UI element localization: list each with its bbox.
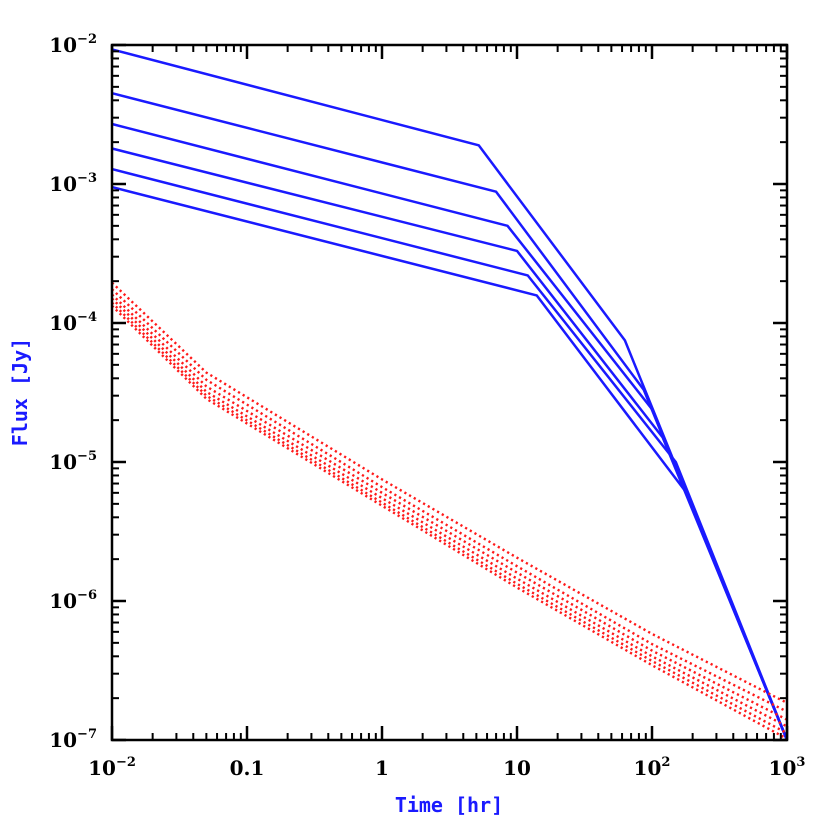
y-tick-label: 10−2 bbox=[49, 32, 97, 57]
x-tick-label: 1 bbox=[375, 756, 389, 780]
solid-curve-6 bbox=[111, 185, 789, 741]
x-tick-label: 103 bbox=[769, 755, 806, 780]
x-tick-label: 102 bbox=[634, 755, 671, 780]
solid-curve-2 bbox=[111, 91, 789, 741]
dotted-curve-11 bbox=[111, 301, 788, 735]
x-tick-label: 10−2 bbox=[88, 755, 136, 780]
solid-curve-5 bbox=[111, 167, 789, 741]
y-tick-label: 10−3 bbox=[49, 171, 97, 196]
y-tick-label: 10−7 bbox=[49, 727, 97, 752]
y-tick-label: 10−5 bbox=[49, 449, 97, 474]
solid-curve-1 bbox=[111, 48, 789, 741]
x-tick-label: 0.1 bbox=[230, 756, 265, 780]
dotted-curve-12 bbox=[111, 304, 788, 740]
y-tick-label: 10−6 bbox=[49, 588, 97, 613]
x-axis-title: Time [hr] bbox=[395, 793, 503, 817]
solid-curve-4 bbox=[111, 147, 789, 741]
tick-labels: 10−2 0.1 1 10 102 103 10−7 10−6 10−5 10−4 10−3 10−2 bbox=[49, 32, 805, 780]
dotted-curve-8 bbox=[111, 288, 788, 713]
series-layer bbox=[111, 48, 789, 741]
solid-curve-3 bbox=[111, 122, 789, 741]
dotted-curve-7 bbox=[111, 281, 788, 704]
dotted-curve-9 bbox=[111, 293, 788, 721]
dotted-curve-10 bbox=[111, 297, 788, 728]
y-tick-label: 10−4 bbox=[49, 310, 97, 335]
plot-frame bbox=[110, 43, 789, 742]
x-tick-label: 10 bbox=[503, 756, 531, 780]
y-axis-title: Flux [Jy] bbox=[8, 338, 32, 446]
